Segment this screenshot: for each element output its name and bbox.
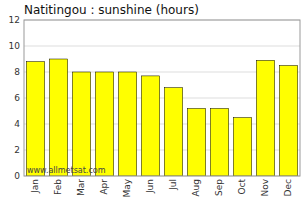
x-tick-label: Mar xyxy=(76,179,86,196)
bar xyxy=(164,88,182,176)
title: Natitingou : sunshine (hours) xyxy=(24,3,199,17)
bar xyxy=(210,108,228,176)
bar xyxy=(256,60,274,176)
x-tick-label: Jul xyxy=(168,179,178,191)
x-tick-label: May xyxy=(122,178,132,197)
x-tick-label: Aug xyxy=(191,179,201,197)
plot-frame xyxy=(24,20,300,176)
x-tick-label: Jan xyxy=(30,179,40,194)
y-tick-label: 2 xyxy=(14,145,20,155)
chart: 0 2 4 6 8 10 12 Jan Feb Mar Apr May Jun Jul Aug Sep Oct N… xyxy=(0,0,306,200)
x-tick-label: Apr xyxy=(99,179,109,195)
x-tick-label: Nov xyxy=(260,178,270,196)
x-tick-label: Oct xyxy=(237,179,247,195)
bar xyxy=(95,72,113,176)
y-tick-label: 10 xyxy=(9,41,21,51)
y-tick-label: 12 xyxy=(9,15,20,25)
y-tick-label: 6 xyxy=(14,93,20,103)
watermark: www.allmetsat.com xyxy=(27,166,106,175)
y-tick-label: 4 xyxy=(14,119,20,129)
bar xyxy=(118,72,136,176)
x-tick-label: Dec xyxy=(283,179,293,196)
bar xyxy=(187,108,205,176)
y-tick-label: 0 xyxy=(14,171,20,181)
bar xyxy=(26,62,44,176)
bar xyxy=(49,59,67,176)
y-tick-label: 8 xyxy=(14,67,20,77)
bar xyxy=(233,118,251,177)
x-tick-label: Sep xyxy=(214,179,224,196)
bar xyxy=(141,76,159,176)
x-tick-label: Jun xyxy=(145,179,155,194)
bars xyxy=(26,59,297,176)
grid-line xyxy=(24,46,300,47)
chart-container: 0 2 4 6 8 10 12 Jan Feb Mar Apr May Jun Jul Aug Sep Oct N… xyxy=(0,0,306,200)
bar xyxy=(279,66,297,177)
bar xyxy=(72,72,90,176)
x-tick-label: Feb xyxy=(53,179,63,195)
plot-background xyxy=(24,20,300,176)
